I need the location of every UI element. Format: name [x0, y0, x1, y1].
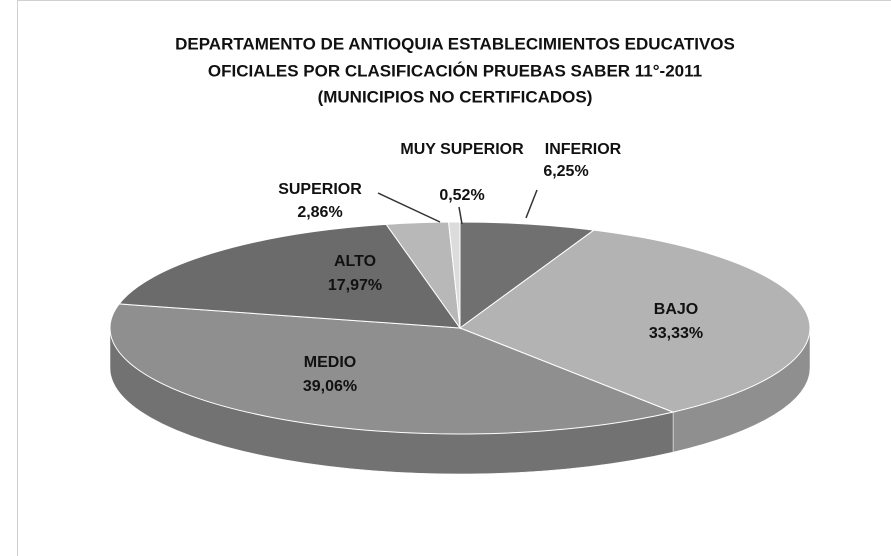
slice-value-label: 0,52%: [439, 187, 484, 204]
chart-title: OFICIALES POR CLASIFICACIÓN PRUEBAS SABE…: [208, 61, 702, 80]
leader-line: [525, 189, 538, 219]
chart-title: (MUNICIPIOS NO CERTIFICADOS): [318, 87, 593, 106]
slice-value-label: 6,25%: [543, 163, 588, 180]
slice: [448, 221, 461, 329]
slice: [118, 223, 462, 329]
slice-value-label: 33,33%: [649, 325, 703, 342]
slice: [459, 221, 596, 329]
slice: [458, 229, 811, 413]
chart-title: DEPARTAMENTO DE ANTIOQUIA ESTABLECIMIENT…: [175, 34, 735, 53]
slice-value-label: 39,06%: [303, 378, 357, 395]
slice-label: SUPERIOR: [278, 181, 362, 198]
slice: [109, 303, 675, 435]
slice-label: MEDIO: [304, 354, 356, 371]
slice-label: INFERIOR: [545, 141, 622, 158]
leader-line: [458, 206, 463, 225]
slice-label: MUY SUPERIOR: [400, 141, 524, 158]
slice-label: ALTO: [334, 253, 376, 270]
leader-line: [377, 192, 441, 223]
slice-value-label: 17,97%: [328, 277, 382, 294]
slice-label: BAJO: [654, 301, 698, 318]
slice-value-label: 2,86%: [297, 204, 342, 221]
